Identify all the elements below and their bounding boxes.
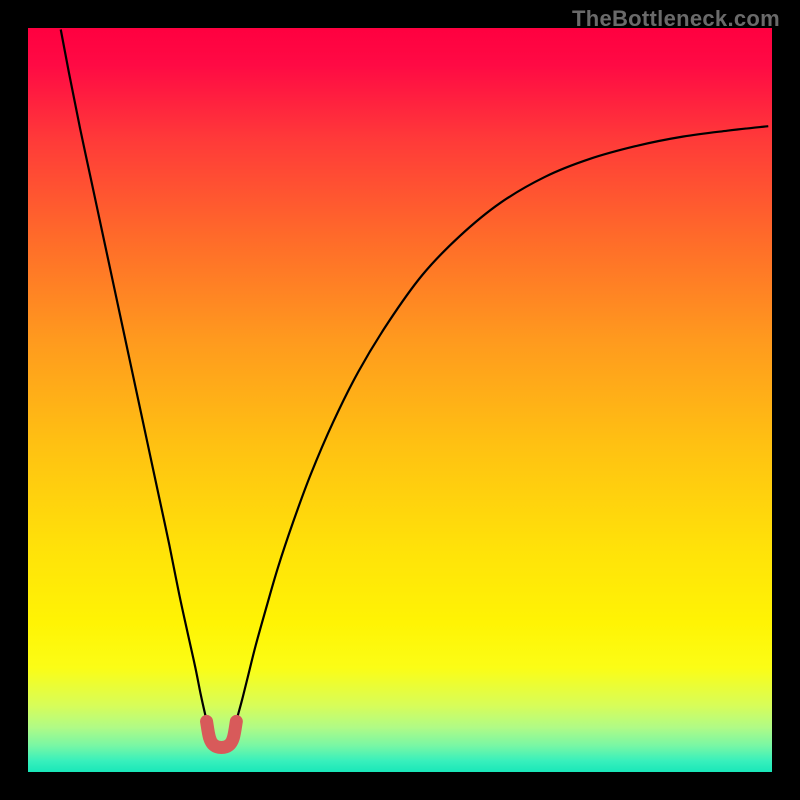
- plot-area: [28, 28, 772, 772]
- chart-svg: [28, 28, 772, 772]
- chart-frame: TheBottleneck.com: [0, 0, 800, 800]
